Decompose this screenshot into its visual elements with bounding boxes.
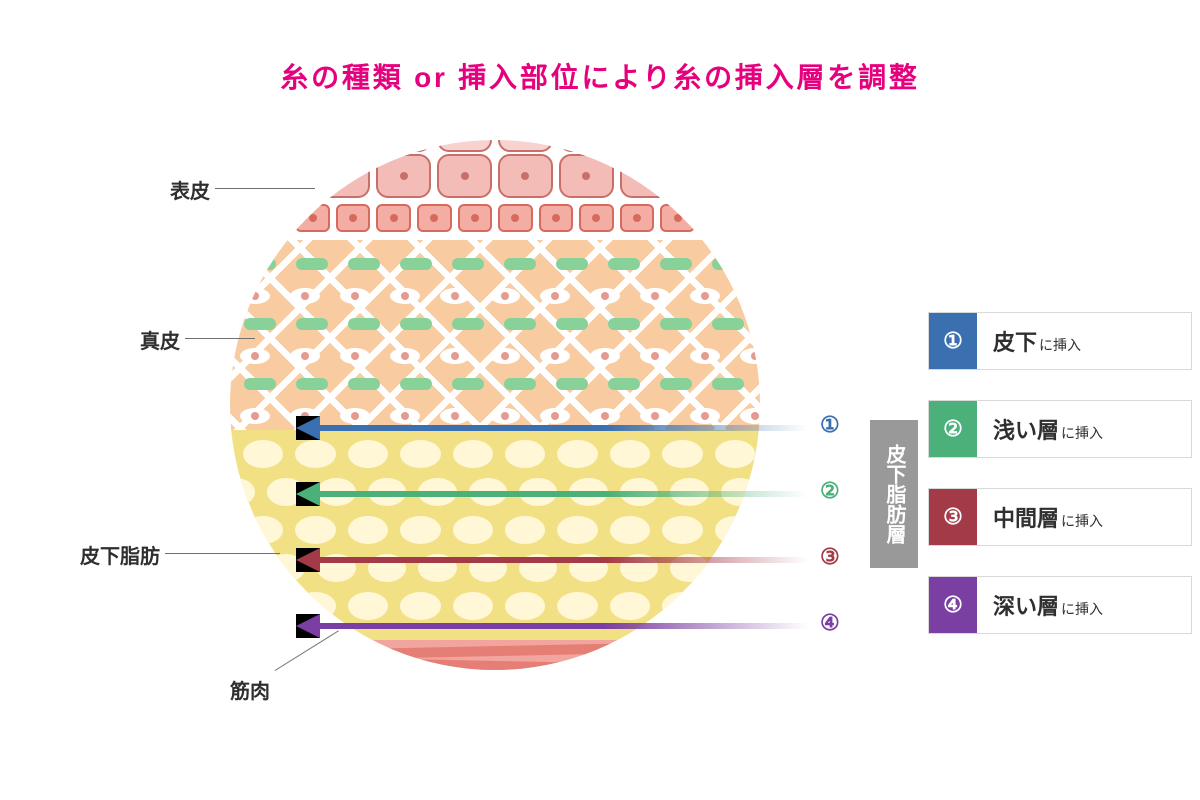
layer-subcutaneous-fat: [230, 430, 760, 640]
legend-number-1: ①: [929, 313, 977, 369]
legend-text-3: 中間層 に挿入: [977, 501, 1103, 533]
legend-text-2: 浅い層 に挿入: [977, 413, 1103, 445]
insertion-arrow-4: [298, 623, 808, 629]
insertion-arrow-1: [298, 425, 808, 431]
diagram-root: 糸の種類 or 挿入部位により糸の挿入層を調整: [0, 0, 1200, 800]
insertion-arrow-3: [298, 557, 808, 563]
fat-layer-vertical-label: 皮下脂肪層: [870, 420, 918, 568]
legend-number-2: ②: [929, 401, 977, 457]
layer-dermis: [230, 240, 760, 430]
arrow-number-2: ②: [820, 478, 840, 504]
leader-epidermis: [215, 188, 315, 189]
legend-item-3: ③中間層 に挿入: [928, 488, 1192, 546]
leader-fat: [165, 553, 280, 554]
arrow-number-1: ①: [820, 412, 840, 438]
label-dermis: 真皮: [40, 325, 180, 354]
arrow-number-4: ④: [820, 610, 840, 636]
page-title: 糸の種類 or 挿入部位により糸の挿入層を調整: [0, 0, 1200, 96]
layer-epidermis: [230, 140, 760, 240]
layer-muscle: [230, 640, 760, 670]
label-epidermis: 表皮: [70, 175, 210, 204]
legend-item-1: ①皮下 に挿入: [928, 312, 1192, 370]
legend-text-1: 皮下 に挿入: [977, 325, 1081, 357]
label-muscle: 筋肉: [130, 675, 270, 704]
arrow-number-3: ③: [820, 544, 840, 570]
legend-number-3: ③: [929, 489, 977, 545]
leader-dermis: [185, 338, 255, 339]
insertion-arrow-2: [298, 491, 808, 497]
skin-cross-section: [230, 140, 760, 670]
legend-item-4: ④深い層 に挿入: [928, 576, 1192, 634]
label-fat: 皮下脂肪: [20, 540, 160, 569]
legend-text-4: 深い層 に挿入: [977, 589, 1103, 621]
legend-number-4: ④: [929, 577, 977, 633]
legend-item-2: ②浅い層 に挿入: [928, 400, 1192, 458]
